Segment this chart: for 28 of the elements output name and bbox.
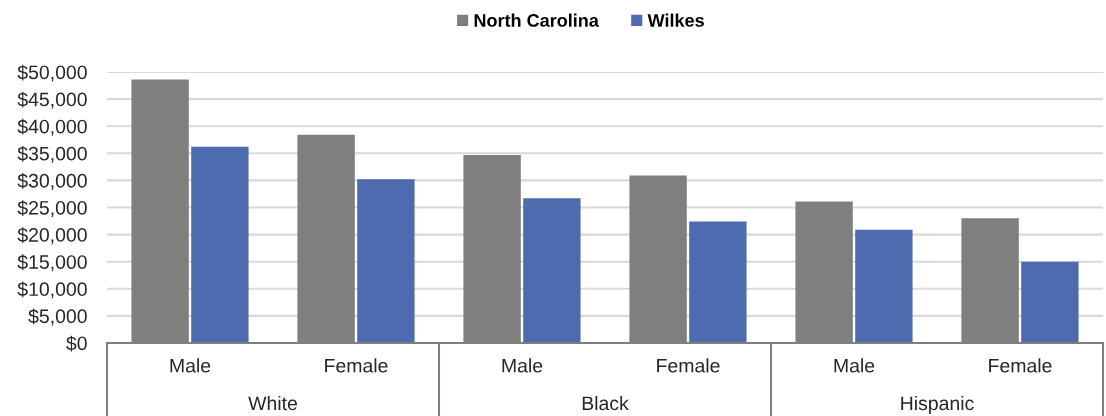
y-tick-label: $5,000 — [28, 308, 87, 326]
y-tick-label: $0 — [66, 335, 87, 352]
x-tick-label: Male — [502, 358, 543, 373]
bar — [1021, 261, 1079, 343]
x-tick-label: Female — [325, 358, 388, 373]
y-tick-label: $20,000 — [17, 227, 87, 245]
y-tick-label: $50,000 — [17, 64, 87, 82]
bar — [689, 221, 747, 343]
y-tick-label: $25,000 — [17, 200, 87, 218]
y-tick-label: $10,000 — [17, 281, 87, 299]
text: Black — [582, 395, 629, 411]
legend-label: North Carolina — [474, 13, 599, 27]
bar — [855, 229, 913, 343]
x-tick-label: Male — [170, 358, 211, 373]
bar — [357, 179, 415, 343]
y-tick-label: $45,000 — [17, 91, 87, 109]
x-tick-label: Female — [657, 358, 720, 373]
text: Hispanic — [901, 395, 974, 415]
y-tick-label: $15,000 — [17, 254, 87, 272]
text: White — [248, 395, 297, 411]
x-tick-label: Female — [989, 358, 1052, 373]
bar — [523, 198, 581, 343]
bar — [191, 146, 249, 343]
legend-label: Wilkes — [647, 13, 704, 27]
y-tick-label: $30,000 — [17, 173, 87, 190]
y-tick-label: $40,000 — [17, 118, 87, 136]
y-tick-label: $35,000 — [17, 145, 87, 163]
x-tick-label: Male — [834, 358, 875, 373]
